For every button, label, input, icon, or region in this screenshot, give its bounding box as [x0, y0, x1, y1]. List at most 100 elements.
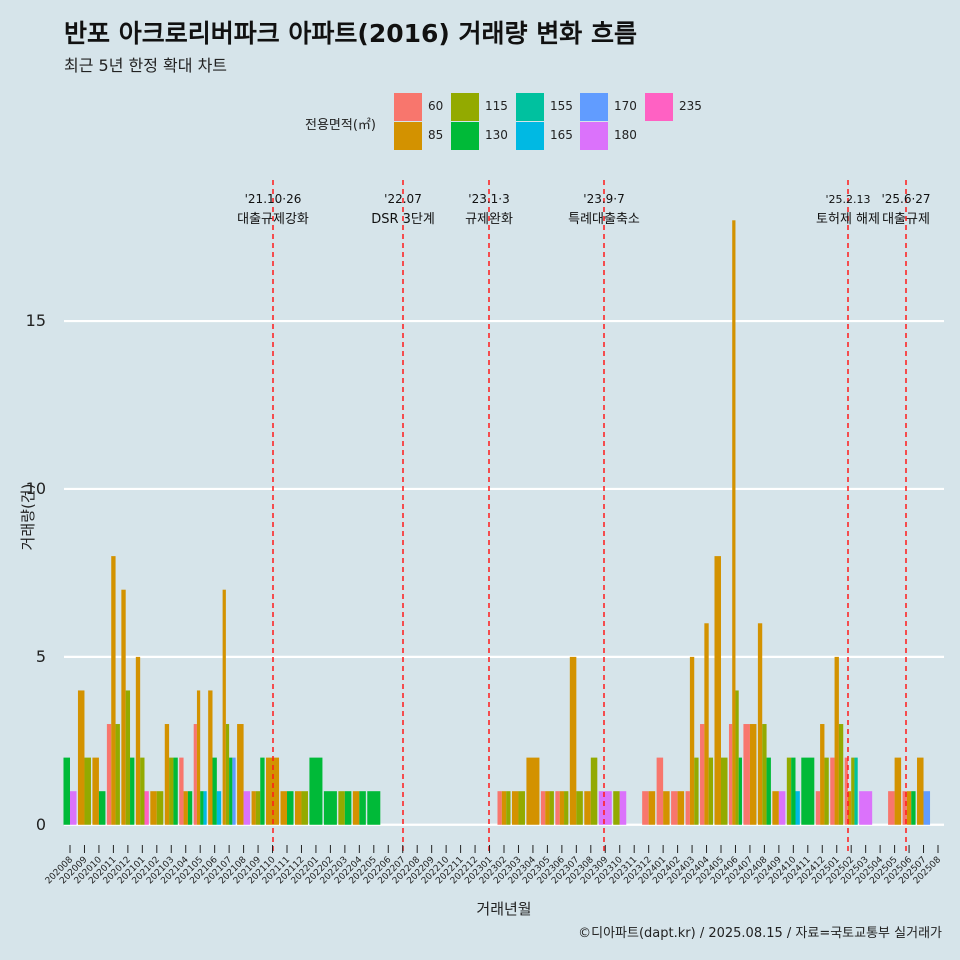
legend-label: 60 [428, 99, 444, 113]
event-label: 대출규제강화 [237, 212, 309, 227]
event-date: '23.9·7 [583, 192, 624, 206]
bar-60-202407 [743, 724, 750, 825]
event-label: 대출규제 [882, 212, 930, 227]
bar-170-202507 [923, 791, 931, 825]
legend-label: 165 [550, 128, 573, 142]
legend-swatch [580, 122, 608, 150]
bar-85-202505 [894, 757, 902, 825]
bar-85-202011 [111, 556, 116, 825]
bar-60-202412 [815, 791, 821, 825]
bar-85-202103 [164, 724, 170, 825]
bar-130-202106 [212, 757, 217, 825]
bar-130-202406 [738, 757, 742, 825]
bar-115-202109 [255, 791, 261, 825]
legend-label: 235 [679, 99, 702, 113]
legend-swatch [451, 122, 479, 150]
bar-130-202411 [801, 757, 815, 825]
chart-subtitle: 최근 5년 한정 확대 차트 [64, 56, 228, 75]
bar-115-202303 [518, 791, 525, 825]
bar-85-202501 [834, 656, 839, 825]
event-label: 규제완화 [465, 212, 513, 227]
bar-130-202506 [911, 791, 916, 825]
legend-swatch [516, 93, 544, 121]
bar-85-202204 [352, 791, 360, 825]
bar-60-202404 [700, 724, 705, 825]
bar-180-202008 [70, 791, 77, 825]
bar-85-202406 [732, 220, 736, 825]
bar-130-202203 [344, 791, 352, 825]
event-date: '22.07 [384, 192, 422, 206]
bar-85-202108 [237, 724, 244, 825]
chart-title: 반포 아크로리버파크 아파트(2016) 거래량 변화 흐름 [64, 19, 637, 48]
bar-165-202106 [216, 791, 222, 825]
bar-85-202506 [906, 791, 912, 825]
bar-130-202408 [766, 757, 771, 825]
bar-115-202308 [590, 757, 598, 825]
legend-title: 전용면적(㎡) [305, 118, 376, 133]
bar-85-202507 [917, 757, 924, 825]
bar-115-202103 [169, 757, 174, 825]
event-date: '23.1·3 [468, 192, 509, 206]
bar-85-202502 [847, 791, 852, 825]
bar-115-202102 [156, 791, 164, 825]
bar-85-202009 [77, 690, 85, 825]
bar-60-202506 [902, 791, 907, 825]
bar-85-202107 [222, 589, 226, 825]
bar-115-202305 [549, 791, 554, 825]
legend-swatch [645, 93, 673, 121]
legend-label: 170 [614, 99, 637, 113]
bar-85-202112 [294, 791, 302, 825]
bar-85-202308 [584, 791, 591, 825]
bar-60-202104 [179, 757, 184, 825]
bar-130-202103 [173, 757, 178, 825]
bar-60-202402 [671, 791, 678, 825]
bar-85-202402 [677, 791, 685, 825]
y-tick-label: 10 [26, 479, 46, 498]
bar-115-202502 [851, 757, 855, 825]
bar-85-202111 [280, 791, 287, 825]
bar-130-202105 [200, 791, 204, 825]
y-tick-label: 15 [26, 311, 46, 330]
legend-label: 155 [550, 99, 573, 113]
bar-130-202008 [63, 757, 70, 825]
bar-180-202409 [778, 791, 786, 825]
bar-115-202403 [694, 757, 699, 825]
bar-85-202307 [569, 656, 577, 825]
bar-130-202012 [130, 757, 135, 825]
bar-85-202312 [648, 791, 656, 825]
bar-115-202406 [735, 690, 739, 825]
bar-115-202112 [301, 791, 308, 825]
bar-60-202302 [497, 791, 502, 825]
bar-85-202407 [749, 724, 757, 825]
bar-115-202408 [762, 724, 767, 825]
bar-115-202412 [824, 757, 829, 825]
bar-85-202012 [121, 589, 126, 825]
bar-235-202101 [144, 791, 149, 825]
legend-label: 180 [614, 128, 637, 142]
bar-85-202302 [501, 791, 507, 825]
bar-165-202105 [203, 791, 207, 825]
event-date: '25.6·27 [881, 192, 930, 206]
bar-170-202107 [232, 757, 236, 825]
bar-85-202401 [663, 791, 670, 825]
bar-130-202111 [287, 791, 294, 825]
bar-85-202110 [266, 757, 280, 825]
bar-85-202403 [689, 656, 695, 825]
bar-130-202010 [98, 791, 106, 825]
bar-130-202201 [309, 757, 323, 825]
bar-115-202306 [564, 791, 569, 825]
bar-115-202310 [613, 791, 620, 825]
y-tick-label: 5 [36, 647, 46, 666]
bar-165-202410 [795, 791, 800, 825]
bar-115-202410 [786, 757, 792, 825]
event-date: '25.2.13 [825, 193, 870, 206]
bar-60-202406 [728, 724, 733, 825]
bar-60-202501 [830, 757, 835, 825]
bar-130-202104 [187, 791, 193, 825]
bar-85-202408 [757, 623, 763, 825]
bar-85-202010 [92, 757, 99, 825]
bar-85-202105 [196, 690, 201, 825]
bar-85-202304 [526, 757, 540, 825]
legend-label: 85 [428, 128, 444, 142]
